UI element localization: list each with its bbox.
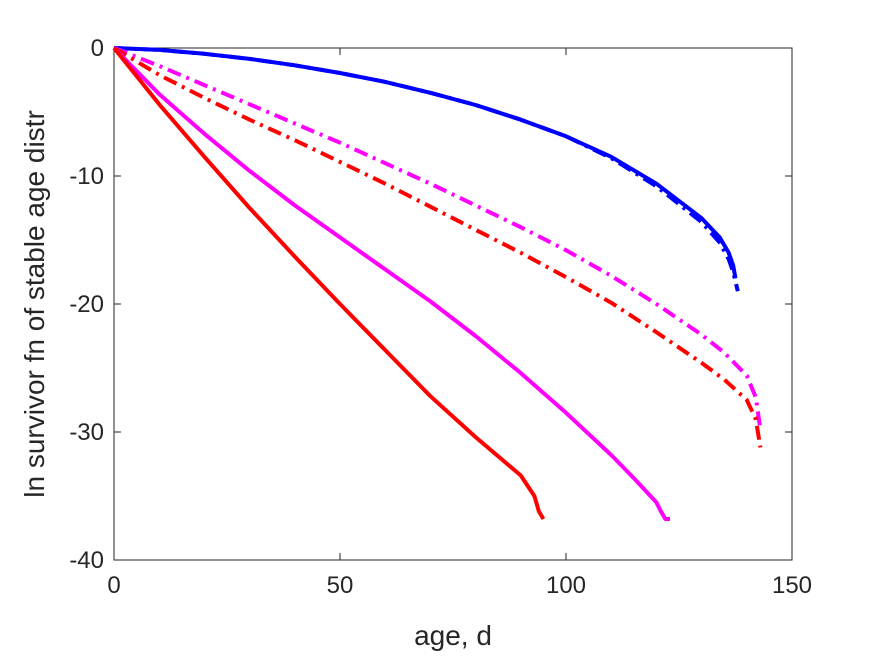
plot-area [113,47,793,561]
series-line-6 [112,46,546,521]
x-tick-label: 50 [327,572,354,599]
y-tick-label: 0 [91,35,104,62]
y-tick-label: -10 [69,163,104,190]
series-line-3 [113,46,763,430]
y-tick-label: -20 [69,291,104,318]
x-axis-label: age, d [414,620,492,651]
x-tick-label: 100 [546,572,586,599]
x-tick-labels: 0 50 100 150 [107,572,812,599]
series-lines [112,46,763,521]
y-tick-label: -40 [69,547,104,574]
series-line-4 [112,46,763,448]
y-tick-labels: -40 -30 -20 -10 0 [69,35,104,574]
x-tick-label: 150 [772,572,812,599]
y-tick-label: -30 [69,419,104,446]
x-tick-label: 0 [107,572,120,599]
y-axis-label: ln survivor fn of stable age distr [19,110,50,498]
series-line-2 [113,46,740,292]
series-line-5 [112,46,670,521]
